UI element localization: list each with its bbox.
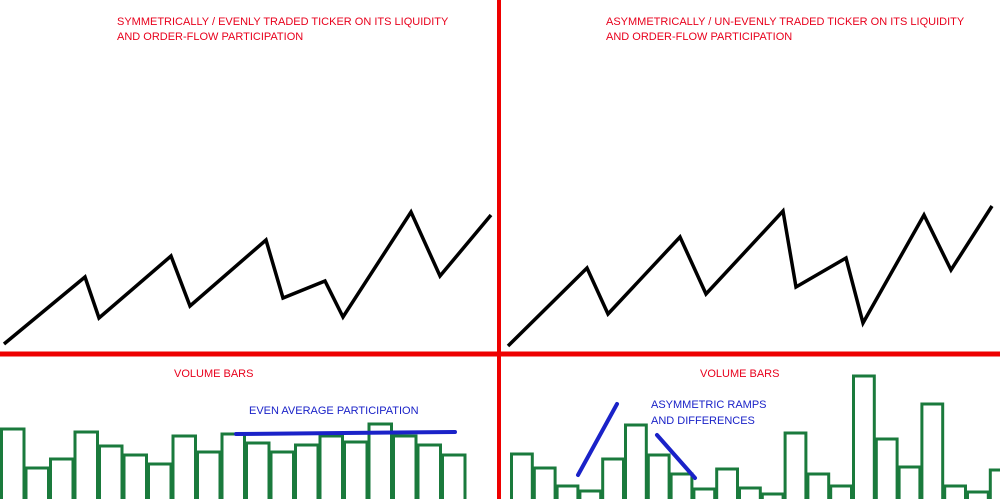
left-volume-bar	[122, 453, 148, 499]
right-volume-bar	[738, 486, 762, 499]
left-volume-bar	[343, 440, 369, 499]
right-volume-bars	[510, 374, 1000, 499]
left-volume-bar	[24, 466, 50, 499]
right-title-line1: ASYMMETRICALLY / UN-EVENLY TRADED TICKER…	[606, 16, 965, 28]
right-volume-bar	[874, 437, 899, 499]
left-volume-bar	[220, 432, 246, 499]
even-participation-label: EVEN AVERAGE PARTICIPATION	[249, 405, 419, 417]
right-volume-bar	[829, 484, 854, 499]
left-volume-bar	[98, 444, 124, 499]
right-volume-bar	[988, 468, 1000, 499]
right-volume-label: VOLUME BARS	[700, 368, 779, 380]
left-volume-bar	[147, 462, 173, 499]
left-volume-label: VOLUME BARS	[174, 368, 253, 380]
left-volume-bar	[416, 443, 442, 499]
right-volume-bar	[692, 487, 717, 499]
right-volume-bar	[966, 490, 990, 499]
left-volume-bar	[294, 443, 320, 499]
right-volume-bar	[943, 484, 968, 499]
right-volume-bar	[760, 492, 785, 499]
right-volume-bar	[669, 472, 694, 499]
left-volume-bar	[318, 434, 344, 499]
right-price-line	[506, 205, 994, 348]
right-volume-bar	[578, 489, 603, 499]
left-volume-bar	[171, 434, 197, 499]
right-volume-bar	[897, 465, 922, 499]
asymmetric-ramps-label-line1: ASYMMETRIC RAMPS	[651, 399, 767, 411]
even-participation-line	[234, 430, 457, 436]
right-title-line2: AND ORDER-FLOW PARTICIPATION	[606, 31, 792, 43]
left-title-line1: SYMMETRICALLY / EVENLY TRADED TICKER ON …	[117, 16, 449, 28]
right-volume-bar	[624, 423, 648, 499]
right-volume-bar	[601, 457, 626, 499]
right-volume-bar	[852, 374, 876, 499]
right-volume-bar	[555, 484, 580, 499]
left-volume-bar	[73, 430, 99, 499]
left-volume-bar	[245, 441, 271, 499]
ramp-up-line	[576, 402, 619, 477]
right-volume-bar	[715, 467, 740, 499]
right-volume-bar	[532, 466, 557, 499]
left-title-line2: AND ORDER-FLOW PARTICIPATION	[117, 31, 303, 43]
asymmetric-ramps-label-line2: AND DIFFERENCES	[651, 415, 755, 427]
right-volume-bar	[806, 472, 831, 499]
left-volume-bars	[0, 422, 467, 499]
left-volume-bar	[0, 427, 26, 499]
left-volume-bar	[196, 450, 222, 499]
right-volume-bar	[646, 453, 671, 499]
left-volume-bar	[269, 450, 295, 499]
right-volume-bar	[920, 402, 945, 499]
left-volume-bar	[441, 453, 467, 499]
ramp-down-line	[655, 433, 697, 480]
left-volume-bar	[367, 422, 393, 499]
left-price-line	[2, 208, 493, 346]
left-volume-bar	[49, 457, 75, 499]
right-volume-bar	[510, 452, 534, 499]
left-volume-bar	[392, 434, 418, 499]
right-volume-bar	[783, 431, 808, 499]
